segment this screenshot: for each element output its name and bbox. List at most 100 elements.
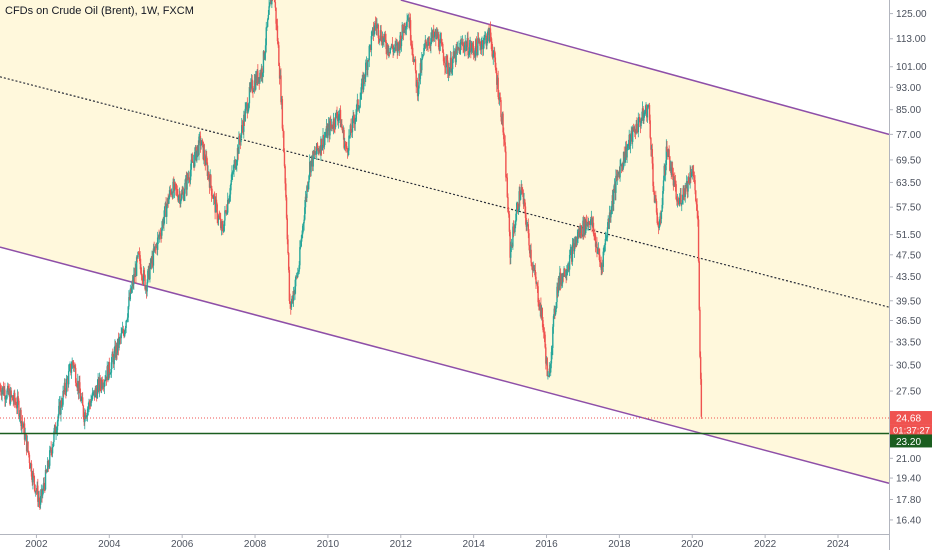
candle-body — [485, 35, 487, 46]
candle-body — [571, 244, 574, 262]
candle-body — [338, 114, 340, 117]
candle-body — [325, 126, 328, 135]
candle-body — [203, 150, 206, 161]
candle-body — [395, 43, 397, 45]
candle-body — [573, 243, 576, 252]
candle-body — [56, 430, 58, 432]
candle-body — [692, 171, 695, 178]
candle-body — [639, 122, 642, 127]
candle-body — [365, 62, 367, 78]
candle-body — [536, 283, 539, 287]
candle-body — [65, 391, 67, 393]
candle-body — [7, 385, 10, 395]
candle-body — [313, 152, 316, 155]
candle-body — [218, 216, 221, 219]
candle-body — [410, 40, 412, 47]
candle-body — [163, 217, 165, 226]
candle-body — [400, 38, 403, 47]
candle-body — [70, 368, 73, 373]
candle-body — [276, 25, 279, 42]
candle-body — [307, 182, 309, 190]
candle-body — [318, 149, 320, 152]
candle-body — [225, 210, 228, 214]
candle-body — [220, 218, 222, 229]
candle-body — [162, 220, 164, 226]
candle-body — [2, 386, 5, 395]
candle-body — [49, 450, 51, 466]
candle-body — [620, 164, 622, 166]
candle-body — [475, 39, 478, 48]
candle-body — [374, 22, 377, 25]
candle-body — [249, 87, 251, 89]
candle-body — [105, 376, 107, 381]
candle-body — [658, 225, 661, 229]
candle-body — [597, 248, 600, 252]
candle-body — [81, 397, 83, 400]
price-axis[interactable]: 125.00 113.00 101.00 93.00 85.00 77.00 69.50 63… — [889, 0, 932, 550]
candle-body — [360, 83, 363, 95]
candle-body — [265, 27, 267, 46]
candle-body — [414, 59, 417, 71]
candle-body — [438, 46, 441, 51]
candle-body — [274, 2, 277, 8]
candle-body — [587, 221, 590, 225]
candle-body — [286, 218, 288, 240]
candle-body — [84, 412, 86, 423]
candle-body — [283, 131, 285, 153]
candle-body — [32, 473, 34, 483]
candle-body — [678, 202, 680, 205]
candle-body — [289, 300, 291, 303]
candle-body — [594, 235, 597, 247]
candle-body — [350, 125, 352, 133]
candle-body — [82, 405, 85, 418]
candle-body — [11, 395, 14, 401]
candle-body — [269, 0, 272, 4]
candle-body — [596, 251, 599, 254]
candle-body — [671, 167, 674, 174]
candle-body — [140, 273, 143, 276]
candle-body — [135, 257, 138, 276]
candle-body — [667, 149, 670, 157]
candle-body — [264, 53, 266, 59]
candle-body — [305, 196, 307, 198]
candle-body — [65, 378, 68, 393]
candle-body — [347, 150, 349, 153]
lines-layer — [0, 417, 889, 435]
candle-body — [615, 175, 617, 193]
candle-body — [224, 210, 226, 221]
candle-body — [461, 41, 464, 45]
candle-body — [257, 70, 259, 83]
candle-body — [310, 161, 312, 173]
candle-body — [581, 235, 583, 237]
candle-body — [452, 51, 455, 59]
candle-body — [444, 62, 446, 68]
candle-body — [149, 267, 151, 280]
candle-body — [532, 268, 534, 271]
candle-body — [187, 177, 190, 179]
candle-body — [458, 47, 460, 49]
candle-body — [120, 333, 122, 339]
candle-body — [80, 399, 82, 402]
candle-body — [279, 75, 281, 79]
candle-body — [359, 99, 361, 108]
candle-body — [358, 108, 360, 109]
candle-body — [420, 63, 422, 71]
candle-body — [578, 228, 581, 238]
candle-body — [557, 278, 560, 293]
candle-body — [482, 44, 485, 50]
candle-body — [158, 235, 160, 237]
candle-body — [495, 67, 497, 74]
candle-layer — [0, 0, 703, 510]
candle-body — [430, 38, 432, 46]
time-axis[interactable]: 2002 2004 2006 2008 2010 2012 2014 2016 2018 2020… — [0, 534, 889, 550]
candle-body — [536, 283, 538, 285]
candle-body — [233, 164, 235, 172]
candle-body — [206, 162, 209, 176]
candle-body — [486, 31, 489, 41]
candle-body — [273, 0, 276, 3]
candle-body — [154, 246, 157, 248]
candle-body — [435, 31, 437, 39]
candle-body — [366, 62, 368, 71]
